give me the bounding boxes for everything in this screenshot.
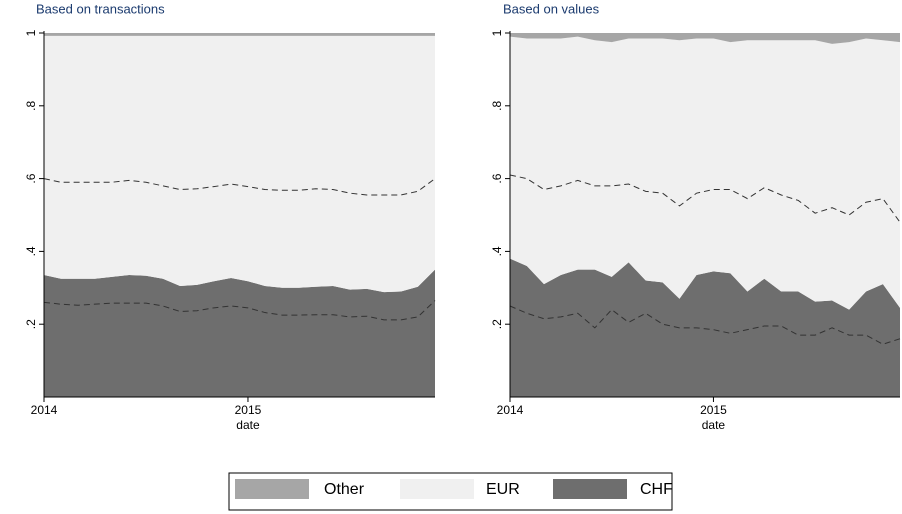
dashed-line — [509, 305, 901, 345]
area — [510, 258, 900, 397]
y-tick-label: .8 — [490, 100, 504, 110]
y-tick-label: .6 — [24, 173, 38, 183]
area — [510, 36, 900, 310]
area — [44, 35, 435, 293]
x-tick-label: 2015 — [235, 403, 262, 417]
dashed-line — [43, 300, 436, 321]
y-tick-label: .6 — [490, 173, 504, 183]
x-tick-label: 2015 — [700, 403, 727, 417]
chart-title: Based on values — [503, 1, 600, 16]
x-tick-label: 2014 — [497, 403, 524, 417]
x-axis-label: date — [702, 418, 726, 432]
area — [44, 33, 435, 36]
area — [510, 33, 900, 44]
x-tick-label: 2014 — [31, 403, 58, 417]
y-tick-label: 1 — [490, 29, 504, 36]
legend-label: EUR — [486, 481, 520, 498]
y-tick-label: .4 — [24, 246, 38, 256]
y-tick-label: 1 — [24, 29, 38, 36]
legend-label: CHF — [640, 481, 673, 498]
dashed-line — [43, 178, 436, 196]
y-tick-label: .4 — [490, 246, 504, 256]
x-axis-label: date — [236, 418, 260, 432]
y-tick-label: .8 — [24, 100, 38, 110]
y-tick-label: .2 — [24, 319, 38, 329]
y-tick-label: .2 — [490, 319, 504, 329]
dashed-line — [509, 174, 901, 223]
legend-swatch — [553, 479, 627, 499]
legend-swatch — [400, 479, 474, 499]
area — [44, 269, 435, 397]
chart-title: Based on transactions — [36, 1, 165, 16]
legend-swatch — [235, 479, 309, 499]
legend-label: Other — [324, 481, 365, 498]
